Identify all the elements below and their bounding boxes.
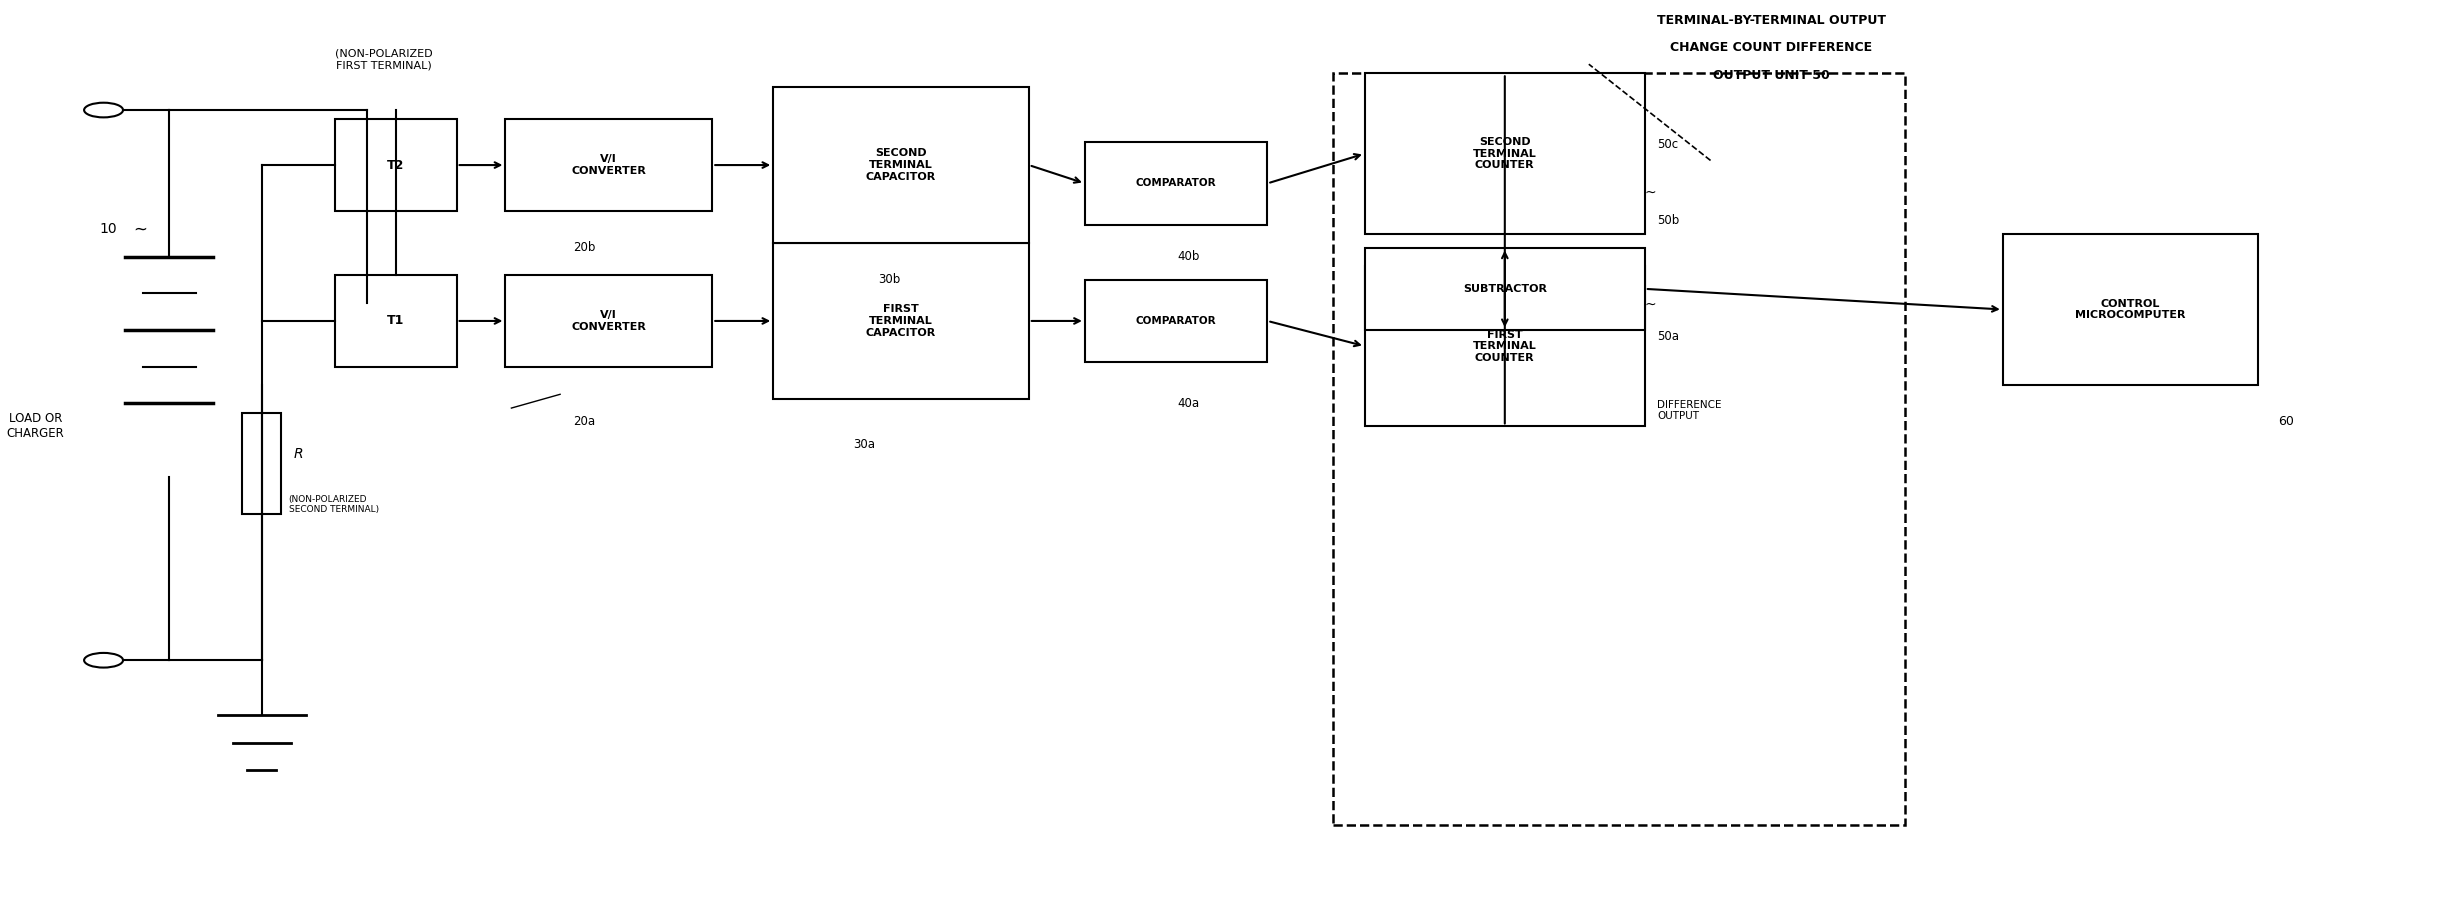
Text: ~: ~	[1645, 185, 1657, 200]
FancyBboxPatch shape	[774, 87, 1028, 243]
Text: DIFFERENCE
OUTPUT: DIFFERENCE OUTPUT	[1657, 400, 1721, 421]
Text: FIRST
TERMINAL
CAPACITOR: FIRST TERMINAL CAPACITOR	[867, 304, 935, 337]
FancyBboxPatch shape	[1084, 280, 1267, 362]
Text: (NON-POLARIZED
FIRST TERMINAL): (NON-POLARIZED FIRST TERMINAL)	[334, 49, 432, 71]
Text: CHANGE COUNT DIFFERENCE: CHANGE COUNT DIFFERENCE	[1670, 41, 1872, 54]
Text: 10: 10	[100, 222, 117, 237]
Text: TERMINAL-BY-TERMINAL OUTPUT: TERMINAL-BY-TERMINAL OUTPUT	[1657, 14, 1887, 27]
FancyBboxPatch shape	[2002, 234, 2258, 385]
Text: 50c: 50c	[1657, 138, 1677, 151]
Text: 30b: 30b	[879, 273, 901, 286]
FancyBboxPatch shape	[334, 119, 456, 211]
Text: 50b: 50b	[1657, 214, 1679, 226]
Text: V/I
CONVERTER: V/I CONVERTER	[571, 310, 647, 332]
Text: SECOND
TERMINAL
COUNTER: SECOND TERMINAL COUNTER	[1472, 137, 1538, 171]
Text: (NON-POLARIZED
SECOND TERMINAL): (NON-POLARIZED SECOND TERMINAL)	[288, 494, 378, 514]
Text: OUTPUT UNIT 50: OUTPUT UNIT 50	[1714, 69, 1831, 82]
Text: 60: 60	[2277, 415, 2295, 428]
Text: 20b: 20b	[574, 241, 596, 254]
Text: ~: ~	[134, 220, 146, 238]
Text: SUBTRACTOR: SUBTRACTOR	[1462, 284, 1548, 293]
FancyBboxPatch shape	[1084, 142, 1267, 225]
Text: T1: T1	[388, 315, 405, 327]
Text: R: R	[293, 447, 303, 461]
FancyBboxPatch shape	[774, 243, 1028, 399]
Text: COMPARATOR: COMPARATOR	[1135, 316, 1216, 326]
Text: FIRST
TERMINAL
COUNTER: FIRST TERMINAL COUNTER	[1472, 329, 1538, 363]
Text: 40b: 40b	[1177, 250, 1199, 263]
FancyBboxPatch shape	[1365, 266, 1645, 426]
Text: SECOND
TERMINAL
CAPACITOR: SECOND TERMINAL CAPACITOR	[867, 149, 935, 182]
FancyBboxPatch shape	[505, 275, 713, 367]
Text: COMPARATOR: COMPARATOR	[1135, 179, 1216, 188]
Text: ~: ~	[1645, 298, 1657, 312]
Text: T2: T2	[388, 159, 405, 171]
Text: CONTROL
MICROCOMPUTER: CONTROL MICROCOMPUTER	[2075, 299, 2185, 320]
Text: 40a: 40a	[1177, 397, 1199, 410]
Bar	[242, 413, 281, 514]
Text: 50a: 50a	[1657, 330, 1679, 344]
FancyBboxPatch shape	[1365, 248, 1645, 330]
Text: 30a: 30a	[854, 438, 876, 451]
FancyBboxPatch shape	[334, 275, 456, 367]
FancyBboxPatch shape	[505, 119, 713, 211]
Text: LOAD OR
CHARGER: LOAD OR CHARGER	[7, 413, 63, 440]
Text: V/I
CONVERTER: V/I CONVERTER	[571, 154, 647, 176]
FancyBboxPatch shape	[1365, 73, 1645, 234]
Text: 20a: 20a	[574, 415, 596, 428]
